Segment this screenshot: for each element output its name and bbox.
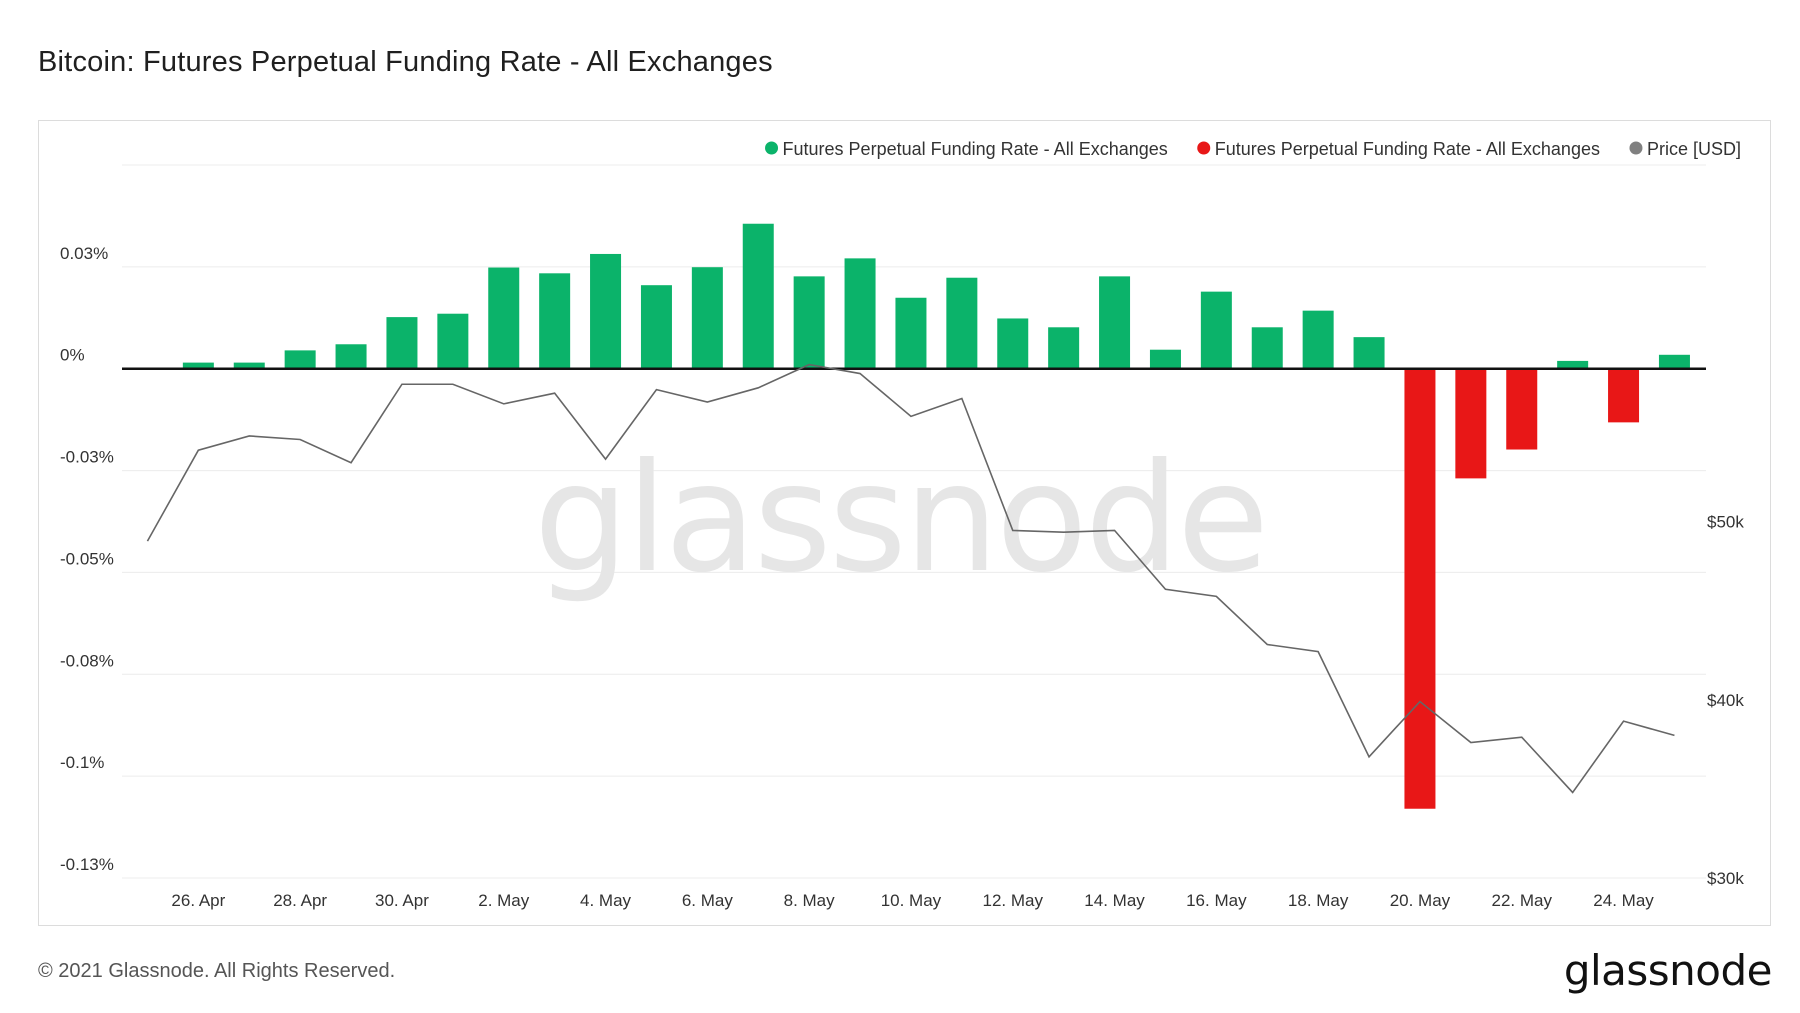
watermark: glassnode — [534, 432, 1266, 606]
funding-rate-bar — [590, 253, 622, 369]
legend-marker — [1629, 141, 1643, 155]
chart-title: Bitcoin: Futures Perpetual Funding Rate … — [38, 46, 773, 78]
funding-rate-bar — [386, 317, 418, 369]
x-tick-label: 24. May — [1593, 891, 1654, 910]
legend-marker — [765, 141, 779, 155]
y-left-tick-label: -0.05% — [60, 549, 114, 568]
x-tick-label: 16. May — [1186, 891, 1247, 910]
price-line — [146, 363, 1675, 794]
funding-rate-bar — [1557, 360, 1589, 369]
x-tick-label: 4. May — [580, 891, 632, 910]
funding-rate-bar — [1658, 354, 1690, 369]
y-left-tick-label: -0.03% — [60, 448, 114, 467]
funding-rate-bar — [1455, 368, 1487, 479]
y-left-tick-label: -0.1% — [60, 753, 104, 772]
funding-rate-bar — [691, 267, 723, 369]
funding-rate-bar — [997, 318, 1029, 369]
y-right-tick-label: $30k — [1707, 869, 1744, 888]
y-right-tick-label: $50k — [1707, 513, 1744, 532]
funding-rate-bar — [182, 362, 214, 369]
legend: Price [USD] Futures Perpetual Funding Rat… — [765, 139, 1741, 159]
funding-rate-bar — [742, 223, 774, 369]
x-tick-label: 26. Apr — [171, 891, 225, 910]
funding-rate-bar — [1404, 368, 1436, 809]
funding-rate-bar — [1608, 368, 1640, 423]
funding-rate-bar — [284, 350, 316, 369]
funding-rate-bar — [437, 313, 469, 369]
funding-rate-bar — [1353, 337, 1385, 369]
funding-rate-bar — [1099, 276, 1131, 369]
funding-rate-bar — [946, 277, 978, 369]
x-axis: 26. Apr 28. Apr 30. Apr 2. May 4. May 6. May 8… — [171, 891, 1654, 910]
legend-marker — [1197, 141, 1211, 155]
chart-panel — [38, 120, 1771, 926]
funding-rate-bar — [1251, 327, 1283, 369]
funding-rate-bar — [1302, 310, 1334, 369]
y-axis-left: 0.03% 0% -0.03% -0.05% -0.08% -0.1% -0.13% — [60, 244, 114, 874]
funding-rate-bar — [895, 297, 927, 369]
x-tick-label: 12. May — [983, 891, 1044, 910]
funding-rate-bar — [488, 267, 520, 369]
x-tick-label: 6. May — [682, 891, 734, 910]
x-tick-label: 8. May — [784, 891, 836, 910]
copyright-footer: © 2021 Glassnode. All Rights Reserved. — [38, 960, 396, 982]
x-tick-label: 28. Apr — [273, 891, 327, 910]
y-left-tick-label: -0.08% — [60, 651, 114, 670]
legend-item-label: Futures Perpetual Funding Rate - All Exc… — [783, 139, 1168, 159]
y-left-tick-label: 0.03% — [60, 244, 108, 263]
funding-rate-bar — [793, 276, 825, 369]
funding-rate-bar — [844, 258, 876, 369]
funding-rate-bar — [233, 362, 265, 369]
x-tick-label: 10. May — [881, 891, 942, 910]
funding-rate-bar — [1048, 327, 1080, 369]
legend-item-label: Futures Perpetual Funding Rate - All Exc… — [1215, 139, 1600, 159]
y-right-tick-label: $40k — [1707, 691, 1744, 710]
funding-rate-bar — [1506, 368, 1538, 450]
funding-rate-bar — [1200, 291, 1232, 369]
x-tick-label: 18. May — [1288, 891, 1349, 910]
funding-rate-bar — [539, 273, 571, 369]
y-axis-right: $50k $40k $30k — [1707, 513, 1744, 889]
bar-series — [182, 223, 1690, 809]
funding-rate-bar — [1149, 349, 1181, 369]
glassnode-logo: glassnode — [1563, 946, 1773, 995]
x-tick-label: 22. May — [1492, 891, 1553, 910]
funding-rate-bar — [640, 285, 672, 369]
y-left-tick-label: -0.13% — [60, 855, 114, 874]
y-left-tick-label: 0% — [60, 346, 85, 365]
x-tick-label: 2. May — [478, 891, 530, 910]
x-tick-label: 30. Apr — [375, 891, 429, 910]
legend-item-label: Price [USD] — [1647, 139, 1741, 159]
x-tick-label: 20. May — [1390, 891, 1451, 910]
x-tick-label: 14. May — [1084, 891, 1145, 910]
funding-rate-bar — [335, 344, 367, 369]
